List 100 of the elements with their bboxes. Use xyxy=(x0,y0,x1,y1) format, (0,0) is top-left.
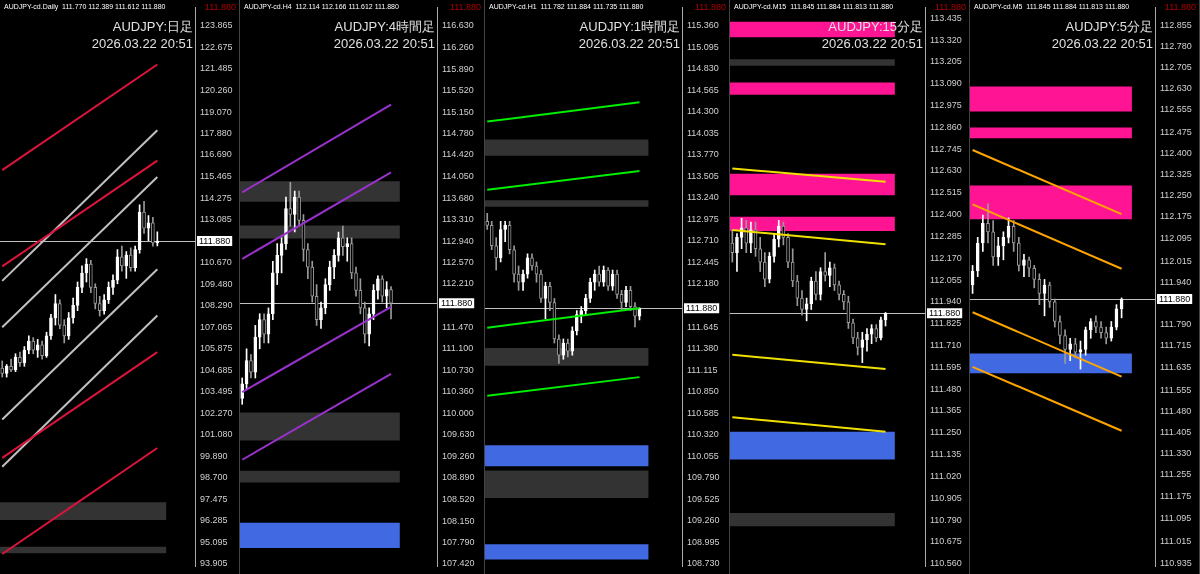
y-tick-label: 112.705 xyxy=(1160,62,1192,73)
y-tick-label: 111.715 xyxy=(1160,339,1192,350)
candlestick xyxy=(1058,315,1062,345)
y-tick-label: 112.975 xyxy=(687,213,719,224)
candlestick xyxy=(827,261,832,288)
annotation: 2026.03.22 20:51 xyxy=(821,36,923,52)
y-tick-label: 111.380 xyxy=(687,343,719,354)
y-tick-label: 112.860 xyxy=(930,121,962,132)
candlestick xyxy=(257,313,262,350)
text: 111.880 xyxy=(1164,1,1196,12)
y-tick-label: 123.865 xyxy=(200,20,233,31)
y-tick-label: 112.055 xyxy=(930,274,962,285)
candlestick xyxy=(809,276,814,310)
candlestick xyxy=(800,290,804,316)
candlestick xyxy=(26,335,31,355)
y-tick-label: 108.290 xyxy=(200,299,233,310)
y-tick-label: 116.260 xyxy=(442,42,474,52)
y-tick-label: 112.475 xyxy=(1160,126,1192,137)
y-tick-label: 111.330 xyxy=(1160,447,1192,458)
ref-line-label: 111.880 xyxy=(686,302,718,313)
y-tick-label: 111.020 xyxy=(930,470,962,481)
candlestick xyxy=(494,237,499,271)
y-tick-label: 119.070 xyxy=(200,106,232,117)
y-tick-label: 112.975 xyxy=(930,99,962,110)
candlestick xyxy=(814,271,818,301)
candlestick xyxy=(991,220,995,266)
y-tick-label: 102.270 xyxy=(200,408,233,418)
candlestick xyxy=(62,319,67,344)
candlestick xyxy=(570,326,575,356)
candlestick xyxy=(128,247,133,272)
y-tick-label: 111.015 xyxy=(1160,535,1192,546)
candlestick xyxy=(71,297,75,324)
y-tick-label: 104.685 xyxy=(200,364,233,375)
y-tick-label: 109.630 xyxy=(442,429,475,440)
candlestick xyxy=(986,203,990,244)
y-tick-label: 111.250 xyxy=(930,427,962,438)
candlestick xyxy=(583,294,588,315)
candlestick xyxy=(1094,315,1098,333)
candlestick xyxy=(841,290,846,310)
y-tick-label: 112.570 xyxy=(442,257,474,268)
y-tick-label: 111.095 xyxy=(1160,513,1192,524)
y-tick-label: 99.890 xyxy=(200,450,228,461)
y-tick-label: 114.035 xyxy=(687,127,719,138)
candlestick xyxy=(762,252,767,288)
y-tick-label: 112.095 xyxy=(1160,233,1192,244)
y-tick-label: 114.420 xyxy=(442,149,474,160)
candlestick xyxy=(262,313,266,344)
candlestick xyxy=(1104,326,1109,345)
candlestick xyxy=(489,221,494,251)
y-tick-label: 108.150 xyxy=(442,515,475,526)
candlestick xyxy=(40,340,44,360)
candlestick xyxy=(35,339,40,358)
candlestick xyxy=(566,338,570,358)
text: 111.880 xyxy=(934,1,966,12)
y-tick-label: 110.730 xyxy=(442,364,474,375)
y-tick-label: 112.855 xyxy=(1160,20,1192,31)
y-tick-label: 111.790 xyxy=(1160,318,1192,329)
y-tick-label: 113.085 xyxy=(200,213,232,224)
candlestick xyxy=(249,354,253,379)
y-tick-label: 113.205 xyxy=(930,56,962,67)
ref-line-label: 111.880 xyxy=(1159,293,1191,304)
candlestick xyxy=(1022,253,1026,277)
candlestick xyxy=(1016,237,1021,272)
y-tick-label: 113.505 xyxy=(687,170,719,181)
y-tick-label: 114.050 xyxy=(442,171,474,182)
ref-line-label: 111.880 xyxy=(199,235,231,246)
candlestick xyxy=(89,260,93,294)
y-tick-label: 111.940 xyxy=(1160,276,1192,287)
candlestick xyxy=(1011,220,1016,252)
y-tick-label: 112.400 xyxy=(1160,147,1192,158)
y-tick-label: 111.555 xyxy=(1160,384,1192,395)
y-tick-label: 112.745 xyxy=(930,143,962,154)
candlestick xyxy=(981,214,985,252)
y-tick-label: 113.435 xyxy=(930,12,962,23)
candlestick xyxy=(124,251,129,279)
y-tick-label: 111.480 xyxy=(1160,405,1192,416)
candlestick xyxy=(49,313,53,340)
y-tick-label: 114.830 xyxy=(687,63,719,74)
candlestick xyxy=(120,245,124,272)
annotation: 2026.03.22 20:51 xyxy=(91,36,193,52)
y-tick-label: 113.310 xyxy=(442,214,474,225)
y-tick-label: 95.095 xyxy=(200,536,228,547)
text: 111.880 xyxy=(449,1,481,12)
candlestick xyxy=(1109,321,1114,342)
y-tick-label: 112.400 xyxy=(930,209,962,220)
y-tick-label: 111.365 xyxy=(930,405,962,416)
candlestick xyxy=(786,233,790,269)
y-tick-label: 112.285 xyxy=(930,230,962,241)
candlestick xyxy=(615,269,619,299)
y-tick-label: 108.995 xyxy=(687,536,720,547)
y-tick-label: 112.015 xyxy=(1160,255,1192,266)
y-tick-label: 115.095 xyxy=(687,41,719,52)
y-tick-label: 105.875 xyxy=(200,343,233,354)
y-tick-label: 108.730 xyxy=(687,558,720,569)
candlestick xyxy=(874,324,879,343)
annotation: 2026.03.22 20:51 xyxy=(578,36,680,52)
y-tick-label: 110.360 xyxy=(442,386,474,397)
candlestick xyxy=(498,221,503,263)
y-tick-label: 110.670 xyxy=(200,257,232,268)
candlestick xyxy=(341,225,345,256)
